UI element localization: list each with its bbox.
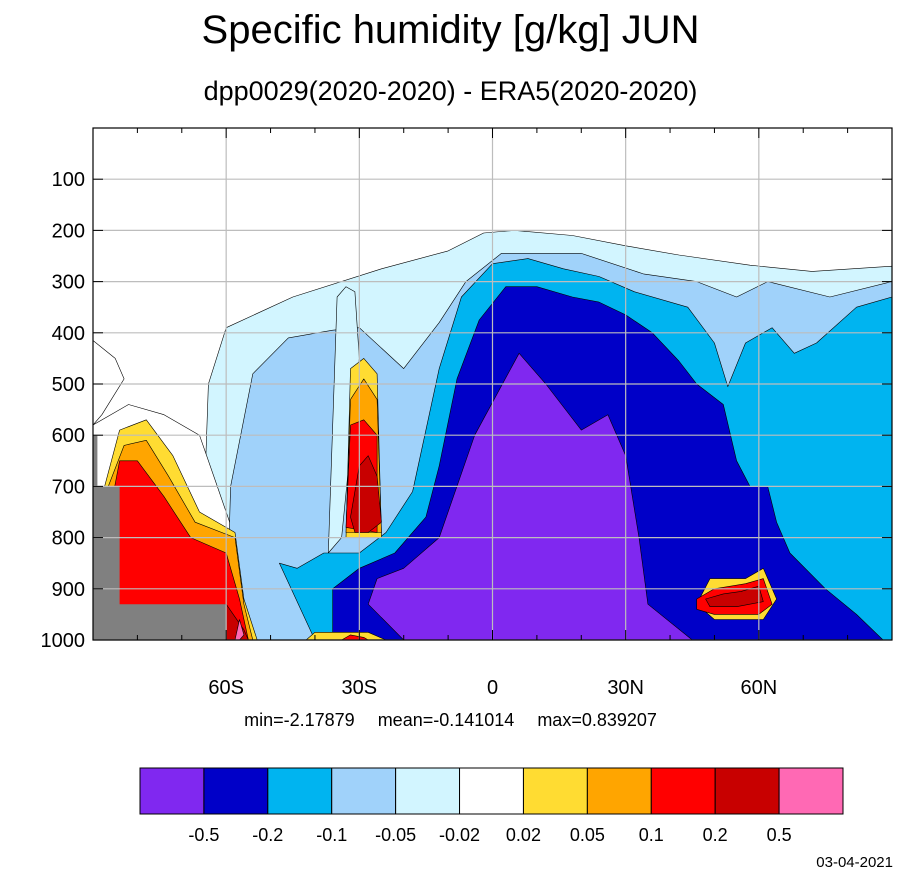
contour-region-20 [305,631,387,640]
contour-region-0 [93,340,125,426]
y-tick-label: 300 [52,272,85,294]
colorbar-label: -0.5 [188,825,219,845]
y-tick-label: 400 [52,323,85,345]
x-tick-label: 30S [342,677,378,699]
chart-title: Specific humidity [g/kg] JUN [201,8,700,52]
colorbar-label: -0.05 [375,825,416,845]
y-tick-label: 700 [52,476,85,498]
y-axis: 100 200 300 400 500 600 700 800 900 1000 [41,169,892,652]
colorbar-swatch [203,767,269,815]
date-stamp: 03-04-2021 [816,854,893,871]
colorbar-swatch [714,767,780,815]
contour-region-10 [110,460,249,640]
stat-min: min=-2.17879 [244,710,355,730]
contour-region-7 [367,352,693,640]
x-tick-label: 60N [740,677,777,699]
colorbar-swatch [459,767,524,815]
y-tick-label: 100 [52,169,85,191]
colorbar-swatch [139,767,205,815]
colorbar-label: 0.02 [506,825,541,845]
colorbar-label: 0.05 [570,825,605,845]
field-statistics: min=-2.17879 mean=-0.141014 max=0.839207 [0,708,901,732]
colorbar-label: 0.5 [767,825,792,845]
contour-region-18 [705,585,764,608]
colorbar-swatch [586,767,652,815]
contour-region-15 [350,455,382,533]
colorbar-label: 0.1 [639,825,664,845]
y-tick-label: 200 [52,220,85,242]
y-tick-label: 600 [52,425,85,447]
chart-subtitle: dpp0029(2020-2020) - ERA5(2020-2020) [203,76,698,106]
contour-field [93,230,892,640]
colorbar-label: -0.02 [439,825,480,845]
colorbar-label: -0.2 [252,825,283,845]
y-tick-label: 500 [52,374,85,396]
colorbar-swatch [650,767,716,815]
colorbar-swatch [267,767,333,815]
x-tick-label: 60S [208,677,244,699]
x-tick-label: 30N [607,677,644,699]
colorbar-label: 0.2 [703,825,728,845]
contour-region-21 [341,634,369,640]
y-tick-label: 900 [52,579,85,601]
y-tick-label: 1000 [41,630,86,652]
missing-data-mask [93,435,227,640]
colorbar-swatch [395,767,461,815]
colorbar-label: -0.1 [316,825,347,845]
stat-max: max=0.839207 [537,710,657,730]
y-tick-label: 800 [52,528,85,550]
colorbar-swatch [778,767,844,815]
x-tick-label: 0 [487,677,498,699]
colorbar-swatch [331,767,397,815]
stat-mean: mean=-0.141014 [377,710,515,730]
colorbar: -0.5 -0.2 -0.1 -0.05 -0.02 0.02 0.05 0.1 0.2 0.5 [139,767,844,845]
missing-topography [93,435,227,640]
contour-region-19 [234,619,245,640]
colorbar-swatch [522,767,588,815]
x-axis: 60S 30S 0 30N 60N [136,128,849,699]
